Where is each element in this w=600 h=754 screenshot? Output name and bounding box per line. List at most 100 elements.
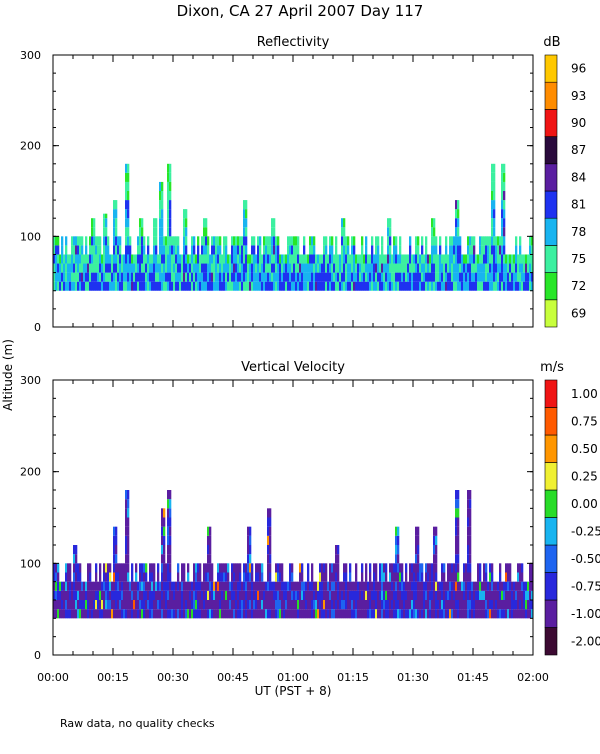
echo-cell bbox=[109, 263, 112, 273]
echo-cell bbox=[73, 236, 76, 246]
echo-cell bbox=[511, 581, 514, 591]
echo-cell bbox=[215, 581, 218, 591]
echo-cell bbox=[503, 218, 506, 228]
echo-cell bbox=[169, 200, 172, 210]
echo-cell bbox=[379, 263, 382, 273]
echo-cell bbox=[263, 254, 266, 264]
echo-cell bbox=[185, 609, 188, 619]
echo-cell bbox=[485, 245, 488, 255]
echo-cell bbox=[169, 172, 172, 182]
echo-cell bbox=[337, 263, 340, 273]
echo-cell bbox=[133, 281, 136, 291]
echo-cell bbox=[403, 609, 406, 619]
echo-cell bbox=[517, 581, 520, 591]
echo-cell bbox=[227, 590, 230, 600]
echo-cell bbox=[315, 600, 318, 610]
echo-cell bbox=[501, 172, 504, 182]
echo-cell bbox=[105, 236, 108, 246]
echo-cell bbox=[327, 609, 330, 619]
echo-cell bbox=[239, 272, 242, 282]
echo-cell bbox=[417, 245, 420, 255]
echo-cell bbox=[395, 236, 398, 246]
echo-cell bbox=[529, 263, 532, 273]
echo-cell bbox=[467, 572, 470, 582]
echo-cell bbox=[169, 526, 172, 536]
echo-cell bbox=[169, 281, 172, 291]
echo-cell bbox=[531, 609, 534, 619]
echo-cell bbox=[445, 281, 448, 291]
echo-cell bbox=[395, 272, 398, 282]
echo-cell bbox=[237, 236, 240, 246]
echo-cell bbox=[173, 236, 176, 246]
echo-cell bbox=[495, 272, 498, 282]
echo-cell bbox=[211, 609, 214, 619]
echo-cell bbox=[269, 554, 272, 564]
x-tick-label: 01:15 bbox=[337, 671, 369, 684]
echo-cell bbox=[107, 263, 110, 273]
echo-cell bbox=[269, 508, 272, 518]
echo-cell bbox=[91, 272, 94, 282]
echo-cell bbox=[509, 572, 512, 582]
echo-cell bbox=[99, 600, 102, 610]
echo-cell bbox=[435, 526, 438, 536]
echo-cell bbox=[205, 218, 208, 228]
echo-cell bbox=[127, 181, 130, 191]
echo-cell bbox=[517, 563, 520, 573]
echo-cell bbox=[197, 236, 200, 246]
echo-cell bbox=[399, 272, 402, 282]
echo-cell bbox=[207, 572, 210, 582]
echo-cell bbox=[209, 254, 212, 264]
echo-cell bbox=[89, 236, 92, 246]
echo-cell bbox=[119, 572, 122, 582]
echo-cell bbox=[343, 254, 346, 264]
echo-cell bbox=[173, 245, 176, 255]
echo-cell bbox=[189, 281, 192, 291]
echo-cell bbox=[339, 281, 342, 291]
echo-cell bbox=[391, 600, 394, 610]
echo-cell bbox=[491, 572, 494, 582]
echo-cell bbox=[347, 263, 350, 273]
echo-cell bbox=[137, 600, 140, 610]
echo-cell bbox=[65, 590, 68, 600]
echo-cell bbox=[99, 581, 102, 591]
echo-cell bbox=[457, 517, 460, 527]
echo-cell bbox=[393, 236, 396, 246]
echo-cell bbox=[429, 609, 432, 619]
echo-cell bbox=[521, 263, 524, 273]
echo-cell bbox=[437, 609, 440, 619]
echo-cell bbox=[57, 281, 60, 291]
echo-cell bbox=[231, 245, 234, 255]
echo-cell bbox=[213, 245, 216, 255]
echo-cell bbox=[115, 581, 118, 591]
echo-cell bbox=[241, 272, 244, 282]
echo-cell bbox=[81, 581, 84, 591]
echo-cell bbox=[167, 526, 170, 536]
echo-cell bbox=[251, 254, 254, 264]
echo-cell bbox=[289, 563, 292, 573]
echo-cell bbox=[67, 609, 70, 619]
echo-cell bbox=[259, 245, 262, 255]
echo-cell bbox=[421, 609, 424, 619]
echo-cell bbox=[387, 600, 390, 610]
echo-cell bbox=[317, 581, 320, 591]
echo-cell bbox=[329, 600, 332, 610]
echo-cell bbox=[413, 254, 416, 264]
echo-cell bbox=[383, 281, 386, 291]
echo-cell bbox=[159, 590, 162, 600]
echo-cell bbox=[491, 209, 494, 219]
echo-cell bbox=[315, 590, 318, 600]
echo-cell bbox=[123, 609, 126, 619]
echo-cell bbox=[515, 263, 518, 273]
echo-cell bbox=[251, 245, 254, 255]
echo-cell bbox=[109, 563, 112, 573]
echo-cell bbox=[139, 590, 142, 600]
echo-cell bbox=[241, 590, 244, 600]
echo-cell bbox=[85, 581, 88, 591]
echo-cell bbox=[99, 281, 102, 291]
echo-cell bbox=[59, 609, 62, 619]
echo-cell bbox=[515, 245, 518, 255]
echo-cell bbox=[271, 227, 274, 237]
echo-cell bbox=[173, 600, 176, 610]
echo-cell bbox=[483, 281, 486, 291]
